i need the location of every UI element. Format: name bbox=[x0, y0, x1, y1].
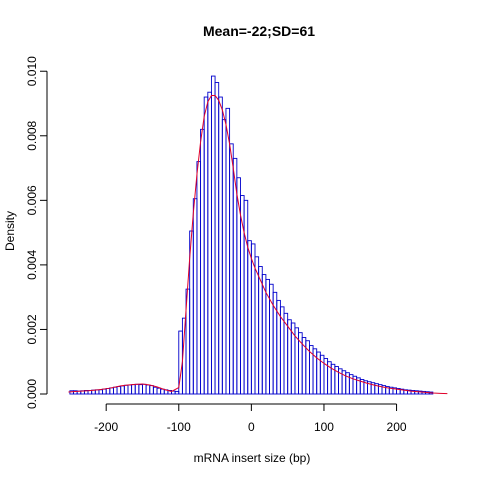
y-tick-label: 0.004 bbox=[25, 250, 39, 280]
histogram-bar bbox=[128, 385, 132, 394]
y-axis: 0.000 0.002 0.004 0.006 0.008 0.010 bbox=[25, 56, 47, 409]
histogram-bar bbox=[208, 92, 212, 394]
histogram-bar bbox=[135, 384, 139, 394]
histogram-bar bbox=[244, 200, 248, 394]
histogram-bar bbox=[153, 387, 157, 394]
histogram-bar bbox=[255, 257, 259, 394]
histogram-bar bbox=[124, 385, 128, 394]
x-tick-label: -200 bbox=[94, 420, 118, 434]
density-curve-layer bbox=[68, 95, 447, 393]
histogram-bar bbox=[110, 388, 114, 394]
histogram-bar bbox=[219, 97, 223, 394]
histogram-bars bbox=[70, 76, 433, 394]
x-tick-label: 200 bbox=[387, 420, 407, 434]
histogram-bar bbox=[139, 385, 143, 394]
histogram-bar bbox=[230, 144, 234, 394]
y-tick-label: 0.006 bbox=[25, 185, 39, 215]
y-tick-label: 0.002 bbox=[25, 314, 39, 344]
y-tick-label: 0.010 bbox=[25, 56, 39, 86]
histogram-bar bbox=[222, 120, 226, 394]
histogram-bar bbox=[226, 108, 230, 394]
histogram-bar bbox=[266, 279, 270, 394]
x-axis-label: mRNA insert size (bp) bbox=[194, 451, 311, 465]
histogram-bar bbox=[233, 158, 237, 394]
histogram-bar bbox=[259, 267, 263, 395]
histogram-bar bbox=[193, 199, 197, 394]
histogram-bar bbox=[106, 389, 110, 394]
histogram-bar bbox=[204, 97, 208, 394]
histogram-bar bbox=[113, 387, 117, 394]
histogram-bar bbox=[175, 391, 179, 394]
histogram-bar bbox=[248, 241, 252, 394]
y-tick-label: 0.008 bbox=[25, 120, 39, 150]
histogram-bar bbox=[262, 275, 266, 394]
histogram-bar bbox=[150, 386, 154, 394]
histogram-bar bbox=[121, 386, 125, 394]
x-tick-label: -100 bbox=[167, 420, 191, 434]
x-tick-label: 0 bbox=[248, 420, 255, 434]
chart-title: Mean=-22;SD=61 bbox=[203, 23, 315, 39]
histogram-bar bbox=[161, 389, 165, 394]
density-curve bbox=[68, 95, 447, 393]
histogram-bar bbox=[146, 385, 150, 394]
x-axis: -200 -100 0 100 200 bbox=[94, 404, 407, 434]
histogram-bar bbox=[103, 389, 107, 394]
histogram-bar bbox=[132, 385, 136, 394]
histogram-bar bbox=[157, 388, 161, 394]
histogram-bar bbox=[211, 76, 215, 394]
histogram-bar bbox=[142, 384, 146, 394]
histogram-bar bbox=[117, 387, 121, 394]
histogram-bar bbox=[197, 162, 201, 394]
y-tick-label: 0.000 bbox=[25, 379, 39, 409]
x-tick-label: 100 bbox=[314, 420, 334, 434]
histogram-bar bbox=[201, 129, 205, 394]
histogram-bar bbox=[215, 83, 219, 394]
histogram-bar bbox=[99, 390, 103, 394]
y-axis-label: Density bbox=[3, 211, 17, 251]
